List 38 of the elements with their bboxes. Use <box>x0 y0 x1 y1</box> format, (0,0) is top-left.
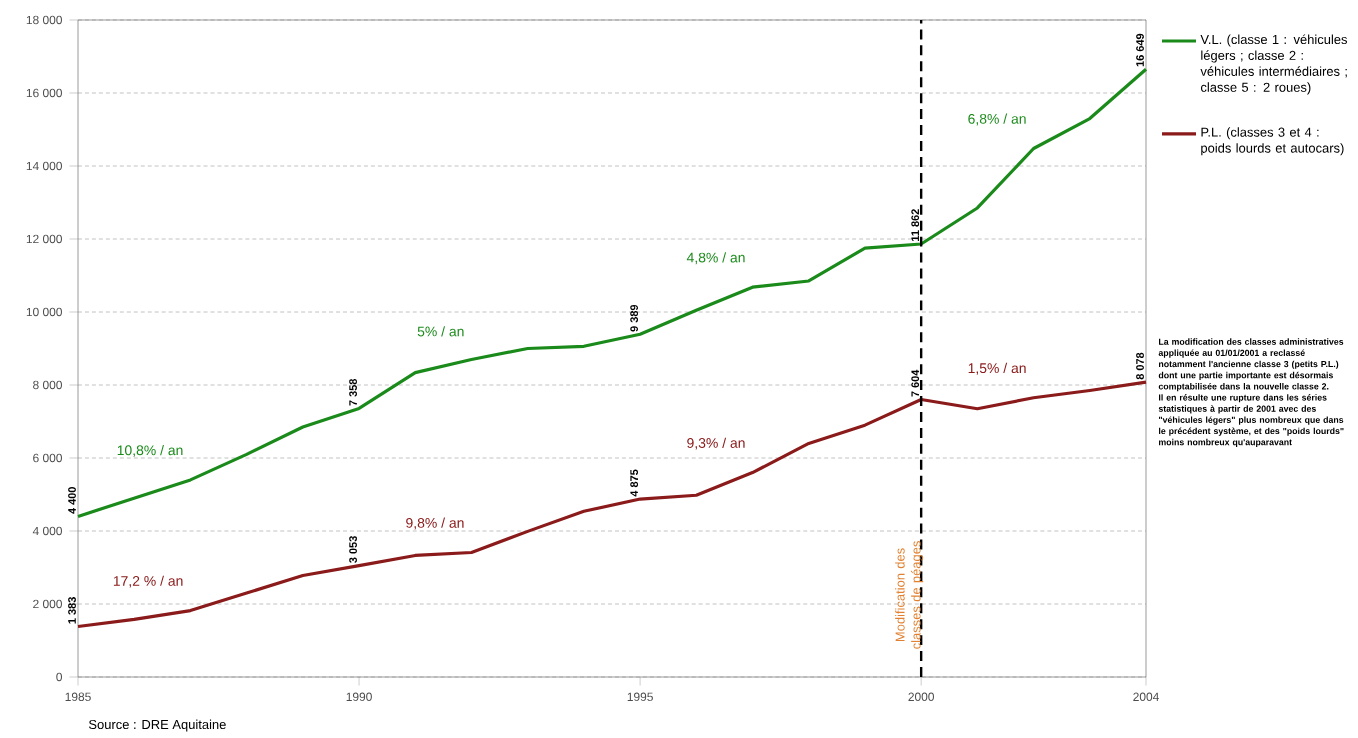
y-tick-label: 4 000 <box>32 526 62 536</box>
data-label: 8 078 <box>1136 352 1144 380</box>
data-label: 11 862 <box>911 209 920 241</box>
y-tick-label: 16 000 <box>26 88 62 98</box>
ref-line-label: Modification des classes de péages <box>895 541 924 649</box>
y-tick-label: 0 <box>56 672 63 682</box>
data-label: 7 358 <box>349 378 357 406</box>
data-label: 9 389 <box>630 304 639 332</box>
y-tick-label: 6 000 <box>33 453 62 463</box>
x-tick-label: 1995 <box>627 692 653 702</box>
data-label: 16 649 <box>1136 33 1144 67</box>
data-label: 4 400 <box>68 487 76 514</box>
data-label: 3 053 <box>349 536 357 563</box>
y-tick-label: 2 000 <box>33 599 62 609</box>
x-tick-label: 1985 <box>65 692 91 702</box>
annotation: 9,8% / an <box>406 517 464 530</box>
annotation: 10,8% / an <box>117 444 183 457</box>
annotation: 17,2 % / an <box>113 575 183 588</box>
source-note: Source : DRE Aquitaine <box>88 719 226 732</box>
text: La modification des classes administratives appliquée au 01/01/2001 a reclassé notamment l'ancienne classe 3 (petits P.L.) dont une partie importante est désormais comptabilisée dans la nouvelle classe 2. Il en résulte une rupture dans les séries statistiques à partir de 2001 avec des "véhicules légers" plus nombreux que dans le précédent système, et des "poids lourds" moins nombreux qu'auparavant <box>1158 338 1344 447</box>
x-tick-label: 2004 <box>1133 692 1159 702</box>
data-label: 1 383 <box>68 597 76 624</box>
x-tick-label: 1990 <box>346 692 372 702</box>
y-tick-label: 18 000 <box>26 15 62 25</box>
data-label: 4 875 <box>630 469 638 497</box>
legend-label: V.L. (classe 1 : véhicules légers ; classe 2 : véhicules intermédiaires ; classe 5 : 2 roues) <box>1200 34 1348 95</box>
annotation: 4,8% / an <box>686 252 745 265</box>
annotation: 6,8% / an <box>968 113 1026 126</box>
y-tick-label: 12 000 <box>26 234 62 244</box>
annotation: 5% / an <box>417 326 464 337</box>
legend-label: P.L. (classes 3 et 4 : poids lourds et autocars) <box>1201 127 1344 156</box>
y-tick-label: 8 000 <box>33 380 62 390</box>
y-tick-label: 10 000 <box>26 307 62 317</box>
data-label: 7 604 <box>911 369 920 397</box>
x-tick-label: 2000 <box>908 692 934 702</box>
annotation: 9,3% / an <box>687 437 745 450</box>
y-tick-label: 14 000 <box>26 161 62 171</box>
annotation: 1,5% / an <box>968 362 1026 375</box>
